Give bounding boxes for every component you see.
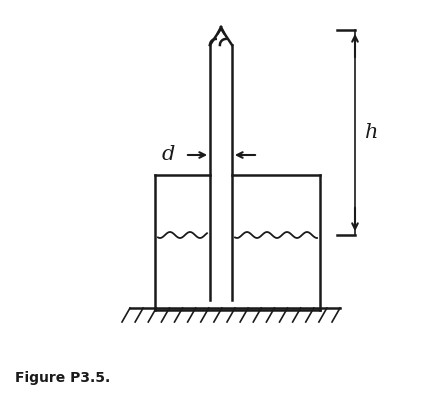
Text: Figure P3.5.: Figure P3.5. (15, 371, 110, 385)
Text: d: d (162, 146, 175, 164)
Text: h: h (365, 123, 379, 142)
